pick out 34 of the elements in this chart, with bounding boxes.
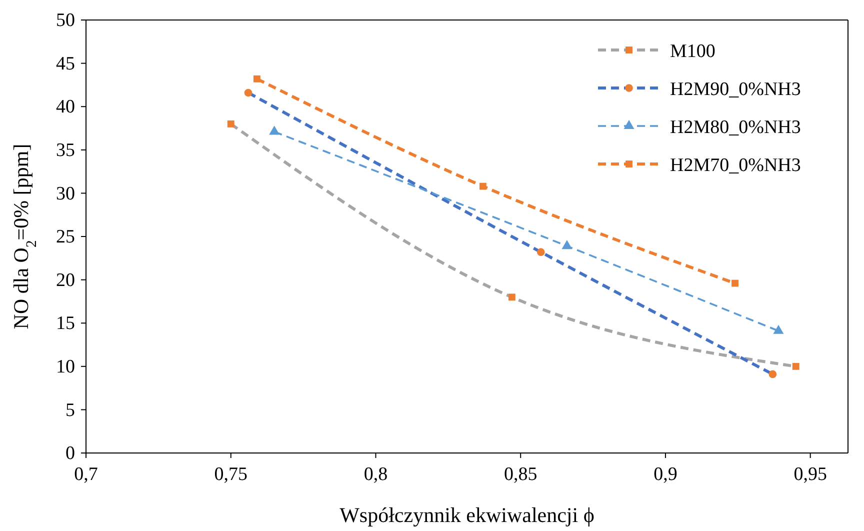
- point: [773, 324, 784, 334]
- legend-label: M100: [670, 41, 716, 62]
- y-tick-label: 5: [66, 400, 75, 421]
- x-tick-label: 0,85: [504, 464, 538, 485]
- point: [269, 126, 280, 135]
- y-tick-label: 45: [56, 53, 75, 74]
- y-tick-label: 50: [56, 10, 75, 32]
- y-tick-label: 25: [56, 226, 75, 248]
- point: [732, 280, 738, 287]
- x-tick-label: 0,8: [364, 464, 388, 485]
- point: [479, 182, 486, 190]
- point: [792, 362, 800, 370]
- x-tick-label: 0,95: [794, 464, 827, 485]
- y-tick-label: 20: [56, 270, 75, 291]
- y-tick-label: 0: [66, 443, 75, 464]
- legend-label: H2M70_0%NH3: [670, 155, 801, 176]
- y-tick-label: 40: [56, 96, 75, 118]
- point: [508, 294, 516, 301]
- point: [253, 75, 260, 82]
- x-tick-label: 0,9: [654, 464, 678, 485]
- point: [227, 120, 234, 128]
- point: [768, 370, 777, 378]
- point: [536, 248, 545, 256]
- legend-label: H2M90_0%NH3: [670, 79, 801, 100]
- y-tick-label: 15: [56, 313, 75, 334]
- y-tick-label: 35: [56, 140, 75, 161]
- y-tick-label: 10: [56, 356, 75, 378]
- x-tick-label: 0,7: [74, 464, 98, 485]
- y-tick-label: 30: [56, 183, 75, 204]
- point: [562, 240, 572, 250]
- x-axis-title: Współczynnik ekwiwalencji ϕ: [340, 503, 594, 527]
- legend-label: H2M80_0%NH3: [670, 117, 801, 138]
- point: [244, 88, 252, 97]
- x-tick-label: 0,75: [214, 464, 248, 485]
